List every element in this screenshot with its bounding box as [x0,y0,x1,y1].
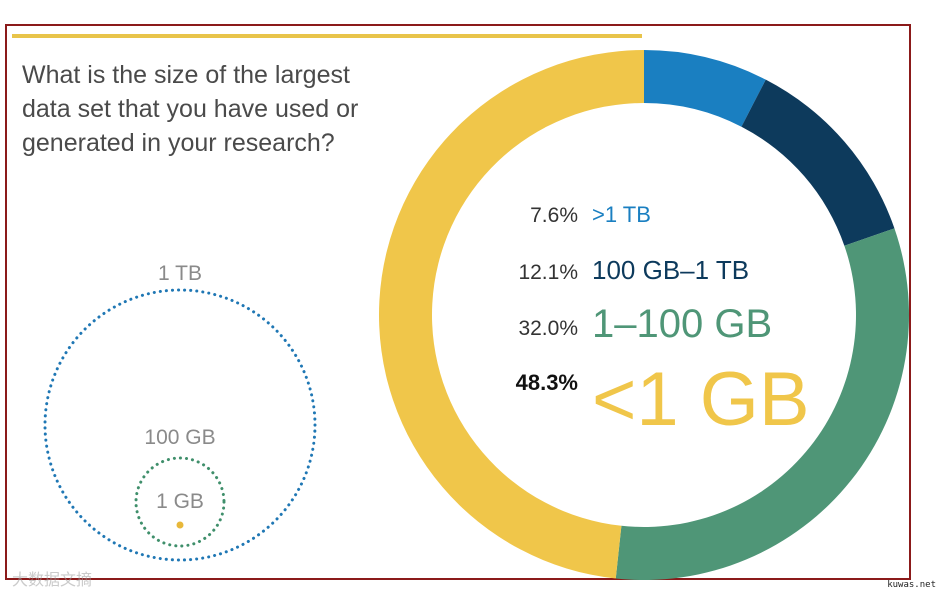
question-title: What is the size of the largest data set… [22,61,359,157]
one-tb-label: 1 TB [158,262,202,285]
donut-slice-over-1tb [644,50,766,127]
pct-label-under-1gb: 48.3% [516,370,578,395]
donut-chart [378,50,909,580]
pct-label-over-1tb: 7.6% [530,204,578,227]
donut-slice-under-1gb [378,50,644,579]
one-tb-circle [43,288,317,562]
one-gb-dot [176,521,184,529]
pct-label-100gb-1tb: 12.1% [518,261,578,284]
category-label-100gb-1tb: 100 GB–1 TB [592,255,749,285]
pct-label-1-100gb: 32.0% [518,317,578,340]
donut-legend: 7.6% >1 TB 12.1% 100 GB–1 TB 32.0% 1–100… [516,202,810,442]
category-label-under-1gb: <1 GB [592,357,810,442]
donut-slice-1-100gb [615,228,909,580]
hundred-gb-label: 100 GB [144,426,215,449]
category-label-1-100gb: 1–100 GB [592,302,772,346]
size-diagram: 1 TB 100 GB 1 GB [43,262,317,562]
source-stamp: kuwas.net [887,580,936,590]
figure-frame [5,24,911,580]
one-gb-label: 1 GB [156,490,204,513]
hundred-gb-circle [134,456,226,548]
donut-slice-100gb-1tb [741,79,895,246]
watermark: 大数据文摘 [12,570,93,589]
accent-rule [12,34,642,38]
category-label-over-1tb: >1 TB [592,202,651,227]
